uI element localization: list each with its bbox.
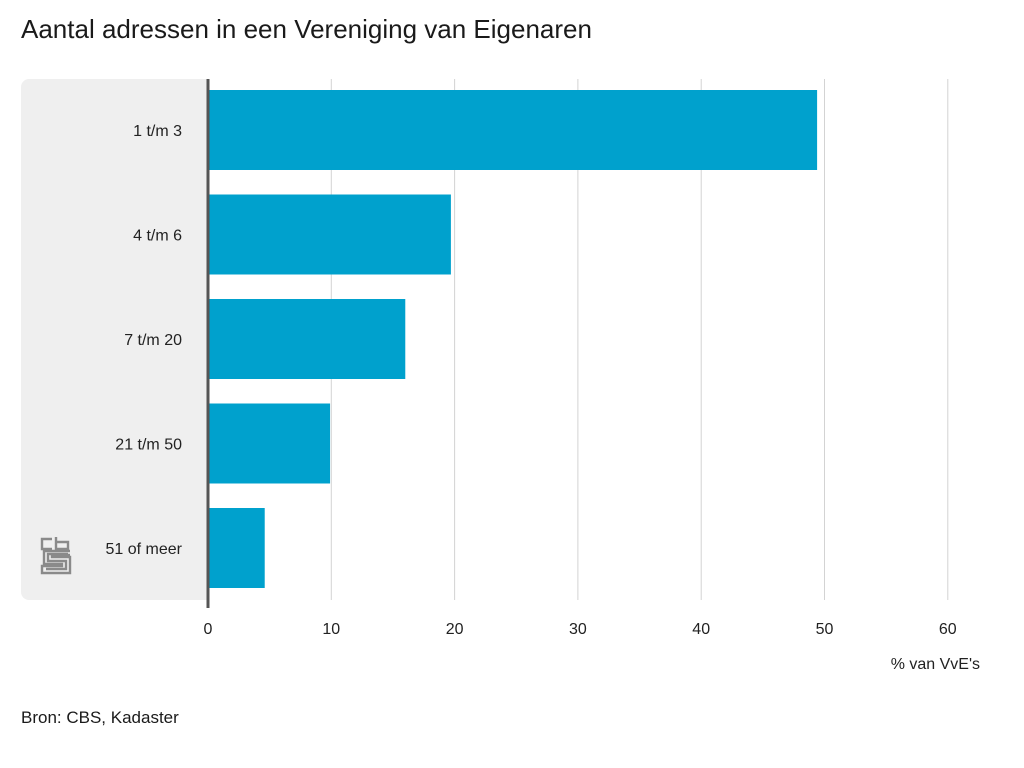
x-tick-label: 20 [446, 621, 464, 638]
bar [208, 194, 451, 275]
bar [208, 90, 818, 170]
x-tick-label: 30 [569, 621, 587, 638]
category-label: 21 t/m 50 [115, 437, 182, 454]
category-panel-edge [198, 79, 208, 600]
x-tick-label: 50 [816, 621, 834, 638]
x-tick-label: 0 [204, 621, 213, 638]
x-tick-label: 40 [692, 621, 710, 638]
x-tick-label: 60 [939, 621, 957, 638]
source-note: Bron: CBS, Kadaster [21, 708, 179, 727]
category-label: 51 of meer [106, 541, 183, 558]
bar [208, 508, 265, 588]
x-tick-label: 10 [322, 621, 340, 638]
x-axis-title: % van VvE's [891, 656, 980, 673]
cbs-logo-icon [40, 537, 72, 575]
category-label: 4 t/m 6 [133, 228, 182, 245]
bar [208, 299, 406, 379]
category-label: 7 t/m 20 [124, 332, 182, 349]
category-label: 1 t/m 3 [133, 123, 182, 140]
category-panel [21, 79, 208, 600]
chart-title: Aantal adressen in een Vereniging van Ei… [21, 14, 592, 44]
bar [208, 403, 331, 484]
